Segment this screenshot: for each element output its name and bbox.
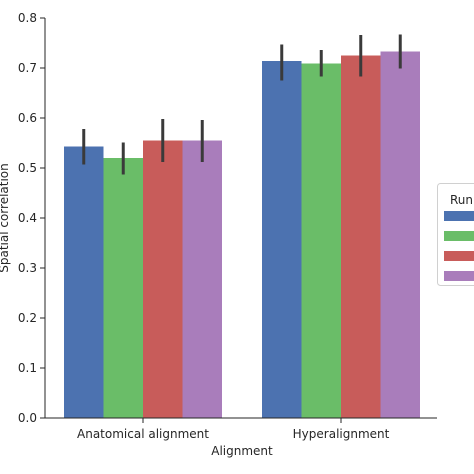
bar bbox=[64, 146, 104, 418]
legend-swatch bbox=[444, 251, 474, 261]
legend-swatch bbox=[444, 211, 474, 221]
bar bbox=[143, 140, 183, 418]
legend: Run bbox=[437, 183, 474, 286]
legend-swatch bbox=[444, 231, 474, 241]
x-tick-label: Hyperalignment bbox=[293, 427, 390, 441]
y-tick-label: 0.6 bbox=[18, 111, 37, 125]
bar bbox=[380, 51, 420, 418]
y-tick-label: 0.2 bbox=[18, 311, 37, 325]
y-tick-label: 0.0 bbox=[18, 411, 37, 425]
x-ticks: Anatomical alignment Hyperalignment bbox=[77, 418, 390, 441]
y-tick-label: 0.4 bbox=[18, 211, 37, 225]
y-tick-label: 0.1 bbox=[18, 361, 37, 375]
y-ticks: 0.0 0.1 0.2 0.3 0.4 0.5 0.6 0.7 0.8 bbox=[18, 11, 45, 425]
y-tick-label: 0.3 bbox=[18, 261, 37, 275]
x-tick-label: Anatomical alignment bbox=[77, 427, 209, 441]
legend-title: Run bbox=[450, 193, 473, 207]
error-bars-layer bbox=[82, 34, 402, 175]
bar bbox=[262, 61, 302, 418]
bar bbox=[301, 63, 341, 418]
bar bbox=[341, 55, 381, 418]
bars-layer bbox=[64, 51, 420, 418]
y-axis-label: Spatial correlation bbox=[0, 163, 11, 273]
bar bbox=[182, 140, 222, 418]
legend-swatch bbox=[444, 271, 474, 281]
bar bbox=[103, 158, 143, 418]
y-tick-label: 0.8 bbox=[18, 11, 37, 25]
x-axis-label: Alignment bbox=[211, 444, 273, 458]
y-tick-label: 0.5 bbox=[18, 161, 37, 175]
y-tick-label: 0.7 bbox=[18, 61, 37, 75]
